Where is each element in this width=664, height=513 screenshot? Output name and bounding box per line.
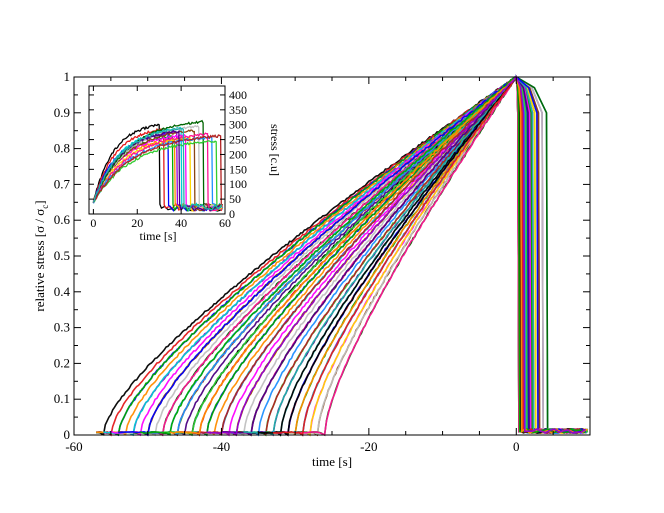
y-tick-label: 0.7 [54,176,71,191]
y-tick-label: 0.2 [54,355,70,370]
x-tick-label: -40 [213,439,230,454]
main-ticks-group: -60 -40 -20 0 0 0.1 0.2 0.3 0.4 0.5 0.6 0.7 0.8 0.9 1 [54,69,591,454]
main-series-line [140,75,586,436]
y-tick-label: 0.4 [54,284,71,299]
inset-y-tick-label: 150 [229,162,247,176]
svg-text:relative stress [σ / σc]: relative stress [σ / σc] [32,200,50,311]
y-tick-label: 1 [64,69,71,84]
main-series-line [96,75,585,437]
main-series-line [221,75,586,437]
inset-x-axis-title: time [s] [140,229,177,243]
main-series-line [273,76,585,437]
inset-y-tick-label: 200 [229,147,247,161]
x-tick-label: -20 [360,439,377,454]
y-tick-label: 0.8 [54,141,70,156]
main-series-line [206,75,587,437]
inset-series-group [92,119,224,213]
inset-x-tick-label: 60 [219,216,231,230]
y-tick-label: 0.1 [54,391,70,406]
inset-y-tick-label: 350 [229,103,247,117]
y-axis-title-main: relative stress [σ / σ [32,209,47,312]
inset-series-line [92,134,224,206]
inset-series-line [92,127,223,213]
y-axis-title-tail: ] [32,200,47,204]
inset-y-tick-label: 400 [229,88,247,102]
y-tick-label: 0 [64,427,71,442]
main-series-line [243,74,586,436]
inset-x-tick-label: 40 [175,216,187,230]
inset-plot-frame [88,85,226,215]
inset-y-tick-label: 300 [229,118,247,132]
y-tick-label: 0.3 [54,320,70,335]
inset-x-tick-label: 0 [90,216,96,230]
inset-series-line [92,119,222,211]
inset-y-tick-label: 0 [229,207,235,221]
inset-series-line [92,132,223,212]
inset-y-tick-label: 100 [229,177,247,191]
y-tick-label: 0.5 [54,248,70,263]
y-axis-title: relative stress [σ / σc] [32,200,50,311]
y-axis-title-sub: c [40,205,50,209]
x-axis-title: time [s] [312,454,352,469]
inset-y-tick-label: 50 [229,192,241,206]
inset-y-tick-label: 250 [229,133,247,147]
inset-x-tick-label: 20 [131,216,143,230]
x-tick-label: -60 [65,439,82,454]
y-tick-label: 0.6 [54,212,71,227]
main-series-group [95,74,589,437]
x-tick-label: 0 [513,439,520,454]
y-tick-label: 0.9 [54,105,70,120]
main-series-line [169,75,588,436]
inset-y-axis-title: stress [c.u] [268,124,282,176]
